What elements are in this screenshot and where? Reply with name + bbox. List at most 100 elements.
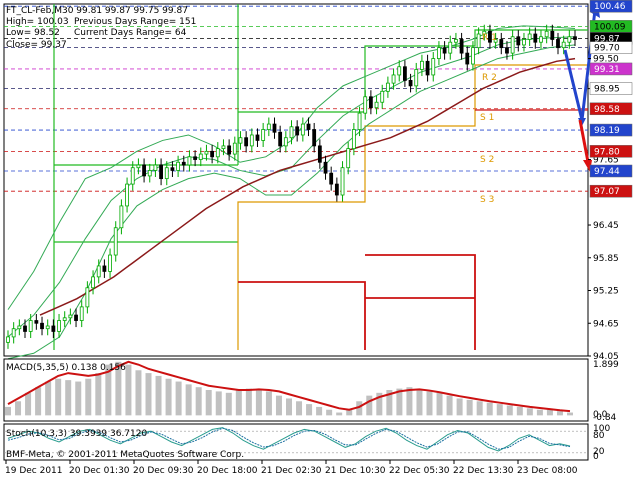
- moving-average: [39, 57, 576, 316]
- macd-hist-bar: [306, 404, 313, 416]
- level-step-line: [237, 64, 588, 350]
- macd-signal-line: [7, 360, 571, 413]
- macd-hist-bar: [125, 364, 132, 416]
- candle-body: [147, 170, 152, 177]
- candle-body: [96, 265, 101, 278]
- stoch-title: Stoch(10,3,3) 39.3939 36.7120: [6, 429, 147, 439]
- level-tag: [589, 0, 633, 13]
- macd-hist-bar: [35, 387, 42, 416]
- macd-hist-bar: [145, 373, 152, 416]
- candle-body: [505, 47, 509, 54]
- candle-body: [17, 325, 22, 330]
- level-step-line: [365, 254, 476, 350]
- macd-hist-bar: [396, 388, 403, 416]
- macd-series: [5, 360, 573, 416]
- candle-body: [527, 33, 532, 40]
- macd-hist-bar: [526, 408, 533, 416]
- candle-body: [567, 36, 572, 43]
- candle-body: [306, 123, 311, 130]
- candle-body: [408, 80, 413, 87]
- stoch-panel: Stoch(10,3,3) 39.3939 36.7120 BMF-Meta, …: [3, 423, 610, 462]
- level-tag-label: 100.09: [594, 22, 626, 32]
- macd-hist-bar: [95, 373, 102, 416]
- macd-title: MACD(5,35,5) 0.138 0.156: [6, 363, 126, 373]
- macd-hist-bar: [215, 391, 222, 416]
- candle-body: [420, 60, 424, 70]
- macd-hist-bar: [376, 392, 383, 416]
- candle-body: [516, 36, 521, 46]
- lower-band-line: [7, 44, 576, 360]
- candle-body: [414, 69, 419, 87]
- macd-hist-bar: [115, 361, 122, 416]
- candle-body: [544, 30, 549, 38]
- candle-body: [323, 161, 328, 174]
- candle-body: [329, 172, 334, 185]
- time-tick-label: 19 Dec 2011: [5, 466, 63, 476]
- stoch-main-line: [7, 427, 571, 452]
- support-resistance-lines: [4, 4, 588, 350]
- candle-body: [11, 328, 16, 338]
- level-tag: [589, 82, 633, 95]
- macd-hist-bar: [255, 390, 262, 416]
- time-tick-label: 20 Dec 09:30: [133, 466, 194, 476]
- level-tag-label: 99.87: [594, 34, 620, 44]
- candle-body: [561, 41, 566, 49]
- macd-hist-bar: [406, 387, 413, 416]
- candle-body: [539, 36, 543, 43]
- candle-body: [340, 167, 345, 196]
- macd-hist-bar: [466, 399, 473, 416]
- candle-body: [74, 314, 78, 321]
- macd-hist-bar: [336, 412, 343, 416]
- macd-hist-bar: [275, 395, 282, 416]
- candle-body: [249, 134, 254, 147]
- macd-hist-bar: [45, 381, 52, 416]
- pivot-label: S 2: [480, 155, 494, 165]
- level-tag-label: 99.31: [594, 65, 620, 75]
- macd-tick-label: -0.84: [593, 413, 617, 423]
- candle-body: [312, 129, 317, 147]
- macd-axis: 1.899 0.0-0.84: [593, 360, 619, 423]
- time-tick-label: 21 Dec 10:30: [325, 466, 386, 476]
- slow-ma-line: [39, 57, 576, 316]
- stoch-tick-label: 0: [593, 452, 599, 462]
- candle-body: [346, 148, 351, 169]
- macd-hist-bar: [496, 404, 503, 416]
- stoch-signal-line: [7, 427, 571, 450]
- macd-hist-bar: [175, 381, 182, 416]
- pivot-label: R 1: [482, 33, 497, 43]
- price-tick-label: 97.65: [593, 156, 619, 166]
- candle-body: [499, 39, 504, 49]
- macd-hist-bar: [15, 401, 22, 416]
- candle-body: [108, 254, 112, 272]
- candle-body: [351, 129, 356, 150]
- candle-body: [221, 145, 226, 150]
- candle-body: [130, 167, 135, 185]
- pivot-labels: R 1 R 2 S 1 S 2 S 3: [480, 33, 497, 205]
- candle-body: [425, 60, 430, 76]
- candle-body: [476, 33, 481, 49]
- level-tag-label: 98.19: [594, 126, 620, 136]
- macd-hist-bar: [25, 392, 32, 416]
- time-tick-label: 22 Dec 13:30: [453, 466, 514, 476]
- macd-hist-bar: [567, 412, 573, 416]
- candle-body: [283, 137, 288, 147]
- time-tick-label: 23 Dec 08:00: [517, 466, 578, 476]
- macd-hist-bar: [185, 384, 192, 416]
- candle-body: [317, 145, 322, 163]
- level-tag-label: 99.70: [594, 44, 620, 54]
- macd-tick-label: 1.899: [593, 360, 619, 370]
- macd-hist-bar: [516, 406, 523, 416]
- high-value: High= 100.03: [6, 17, 69, 27]
- macd-hist-bar: [105, 364, 112, 416]
- candle-body: [573, 36, 577, 40]
- macd-hist-bar: [245, 388, 252, 416]
- macd-hist-bar: [316, 406, 323, 416]
- candle-body: [113, 227, 118, 256]
- candle-body: [510, 36, 515, 54]
- candle-body: [232, 142, 237, 155]
- time-tick-label: 22 Dec 05:30: [389, 466, 450, 476]
- macd-hist-bar: [536, 409, 543, 416]
- macd-tick-label: 0.0: [593, 410, 608, 420]
